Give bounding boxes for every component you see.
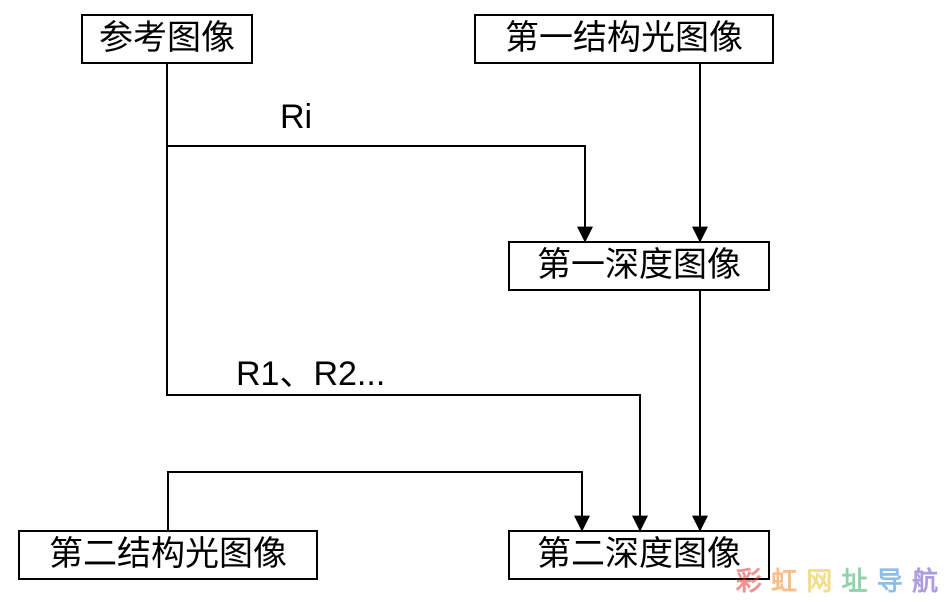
watermark-char-2: 网 <box>806 561 833 598</box>
watermark-char-5: 航 <box>912 561 939 598</box>
edges-layer <box>0 0 945 602</box>
edge-ref-to-depth1 <box>167 64 585 241</box>
watermark-char-0: 彩 <box>736 561 763 598</box>
watermark-char-3: 址 <box>841 561 868 598</box>
node-first-depth-image: 第一深度图像 <box>508 241 770 291</box>
edge-label-ri: Ri <box>280 98 312 137</box>
node-second-depth-image: 第二深度图像 <box>508 530 770 580</box>
edge-label-r1-r2: R1、R2... <box>236 346 385 395</box>
edge-sl2-to-depth2 <box>168 472 582 530</box>
diagram-canvas: { "canvas": { "width": 945, "height": 60… <box>0 0 945 602</box>
node-reference-image: 参考图像 <box>81 14 253 64</box>
watermark: 彩 虹 网 址 导 航 <box>736 561 939 598</box>
node-second-structured-light-image: 第二结构光图像 <box>18 530 318 580</box>
edge-ref-to-depth2 <box>167 64 640 530</box>
watermark-char-1: 虹 <box>771 561 798 598</box>
node-first-structured-light-image: 第一结构光图像 <box>474 14 774 64</box>
watermark-char-4: 导 <box>877 561 904 598</box>
